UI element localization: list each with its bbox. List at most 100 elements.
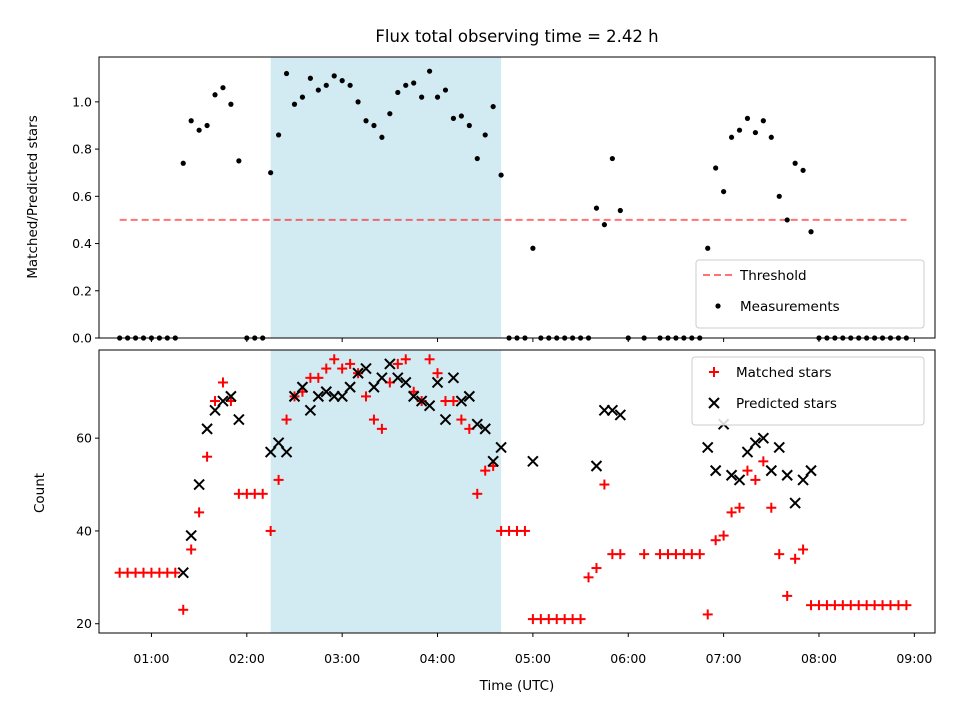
data-point [347, 82, 353, 88]
data-point [371, 122, 377, 129]
top-chart-title: Flux total observing time = 2.42 h [375, 27, 658, 46]
data-point [617, 207, 623, 214]
top-y-tick-label: 0.2 [72, 283, 92, 298]
data-point [312, 390, 325, 403]
bottom-observing-window [270, 350, 502, 633]
data-point [265, 525, 276, 536]
data-point [439, 413, 452, 426]
data-point [283, 70, 290, 77]
data-point [758, 456, 769, 467]
bottom-legend-item: Predicted stars [708, 396, 837, 412]
x-tick-label: 06:00 [610, 651, 646, 666]
top-observing-window [270, 57, 502, 338]
data-point [765, 464, 778, 477]
data-point [217, 377, 228, 388]
data-point [228, 101, 234, 107]
x-tick-label: 04:00 [420, 651, 456, 666]
data-point [805, 464, 817, 477]
data-point [614, 409, 627, 421]
top-plot-frame [98, 56, 936, 339]
x-tick-label: 01:00 [133, 651, 169, 666]
data-point [275, 132, 282, 138]
data-point [321, 363, 332, 374]
bottom-series-predicted-stars [177, 358, 817, 579]
x-tick-label: 05:00 [515, 651, 551, 666]
x-tick-label: 07:00 [706, 651, 742, 666]
data-point [590, 460, 603, 472]
data-point [233, 413, 245, 426]
bottom-y-tick-label: 40 [76, 523, 92, 538]
data-point [423, 399, 436, 412]
data-point [400, 354, 411, 365]
data-point [450, 115, 457, 121]
data-point [432, 368, 443, 379]
data-point [766, 502, 777, 513]
data-point [320, 386, 332, 398]
data-point [471, 418, 483, 430]
data-point [472, 488, 483, 499]
data-point [615, 549, 626, 560]
bottom-legend-box [691, 356, 925, 426]
data-point [733, 474, 746, 486]
bottom-panel: 20 40 60 01:00 02:00 03:00 04:00 05:00 06:00 07:0… [76, 349, 936, 666]
data-point [474, 155, 480, 162]
data-point [760, 118, 766, 124]
data-point [718, 530, 729, 541]
data-point [361, 391, 372, 402]
data-point [352, 367, 364, 379]
data-point [575, 614, 586, 625]
data-point [212, 92, 218, 98]
data-point [403, 82, 409, 88]
data-point [789, 497, 801, 509]
legend-label: Measurements [740, 299, 840, 315]
data-point [201, 423, 213, 435]
data-point [495, 441, 507, 454]
x-tick-label: 02:00 [229, 651, 265, 666]
top-legend-item: Measurements [715, 299, 840, 315]
data-point [790, 553, 801, 564]
x-axis-label: Time (UTC) [479, 678, 555, 694]
data-point [180, 160, 186, 166]
data-point [768, 134, 774, 140]
data-point [490, 103, 496, 110]
top-y-axis-label: Matched/Predicted stars [25, 115, 41, 278]
data-point [304, 404, 317, 417]
data-point [336, 390, 348, 403]
data-point [296, 381, 309, 393]
data-point [170, 567, 181, 578]
data-point [709, 464, 722, 477]
data-point [217, 395, 229, 407]
data-point [606, 404, 619, 417]
top-y-tick-label: 1.0 [72, 94, 92, 109]
data-point [757, 432, 770, 444]
data-point [194, 507, 205, 518]
legend-label: Predicted stars [736, 396, 837, 412]
data-point [776, 193, 782, 199]
data-point [196, 127, 202, 133]
data-point [458, 113, 464, 119]
data-point [431, 376, 444, 389]
data-point [281, 414, 292, 425]
data-point [236, 158, 242, 164]
top-y-tick-label: 0.4 [72, 236, 92, 251]
data-point [329, 354, 340, 365]
data-point [800, 167, 806, 173]
data-point [479, 423, 491, 435]
data-point [202, 451, 213, 462]
data-point [527, 455, 539, 468]
data-point [345, 358, 356, 369]
data-point [315, 87, 321, 93]
data-point [466, 122, 472, 129]
data-point [280, 446, 293, 458]
data-point [463, 390, 476, 403]
data-point [344, 381, 356, 393]
data-point [188, 118, 194, 124]
data-point [792, 160, 798, 166]
data-point [487, 455, 499, 468]
data-point [273, 474, 284, 485]
data-point [773, 441, 785, 454]
data-point [482, 132, 488, 138]
data-point [323, 82, 329, 88]
data-point [193, 478, 205, 491]
